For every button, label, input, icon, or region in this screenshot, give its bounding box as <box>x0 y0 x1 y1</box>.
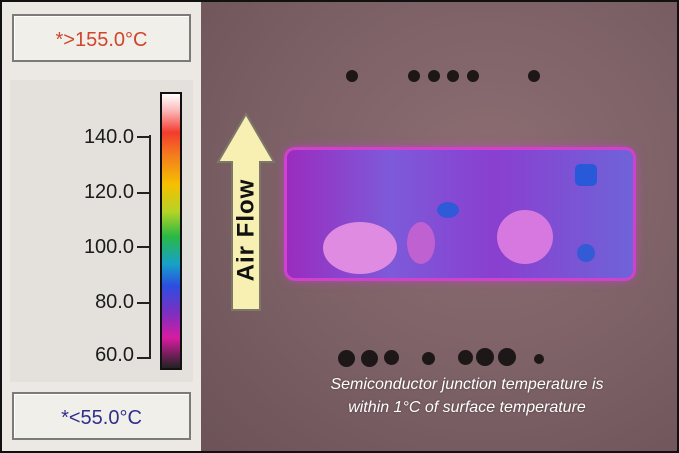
scale-panel: *>155.0°C 140.0 120.0 100.0 80.0 60.0 *<… <box>2 2 201 451</box>
tick-label-120: 120.0 <box>83 181 134 203</box>
air-flow-text: Air Flow <box>232 178 260 282</box>
thermal-image <box>201 2 677 451</box>
circuit-board-hotspot <box>287 150 633 278</box>
cool-spot <box>575 164 597 186</box>
max-temperature-box: *>155.0°C <box>12 14 191 62</box>
tick-mark-80 <box>137 302 151 304</box>
mounting-hole <box>428 70 440 82</box>
temperature-colorbar <box>160 92 182 370</box>
mounting-hole <box>528 70 540 82</box>
tick-mark-60 <box>137 357 151 359</box>
mounting-hole <box>346 70 358 82</box>
mounting-hole <box>408 70 420 82</box>
tick-mark-100 <box>137 246 151 248</box>
mounting-hole <box>422 352 435 365</box>
cool-spot <box>437 202 459 218</box>
cool-spot <box>577 244 595 262</box>
thermal-caption: Semiconductor junction temperature is wi… <box>272 373 662 419</box>
min-temperature-label: *<55.0°C <box>61 407 142 429</box>
mounting-hole <box>476 348 494 366</box>
hot-component <box>497 210 553 264</box>
tick-mark-140 <box>137 136 151 138</box>
tick-mark-120 <box>137 192 151 194</box>
air-flow-arrow-icon <box>216 112 276 311</box>
mounting-hole <box>498 348 516 366</box>
hot-component <box>407 222 435 264</box>
tick-label-140: 140.0 <box>83 126 134 148</box>
mounting-hole <box>384 350 399 365</box>
mounting-hole <box>458 350 473 365</box>
caption-line: Semiconductor junction temperature is <box>330 376 604 393</box>
tick-label-100: 100.0 <box>83 236 134 258</box>
caption-line: within 1°C of surface temperature <box>348 399 586 416</box>
mounting-hole <box>338 350 355 367</box>
air-flow-label: Air Flow <box>216 170 276 290</box>
mounting-hole <box>467 70 479 82</box>
hot-component <box>323 222 397 274</box>
mounting-hole <box>447 70 459 82</box>
min-temperature-box: *<55.0°C <box>12 392 191 440</box>
mounting-hole <box>361 350 378 367</box>
mounting-hole <box>534 354 544 364</box>
max-temperature-label: *>155.0°C <box>55 29 148 51</box>
tick-label-80: 80.0 <box>95 291 134 313</box>
tick-label-60: 60.0 <box>95 344 134 366</box>
